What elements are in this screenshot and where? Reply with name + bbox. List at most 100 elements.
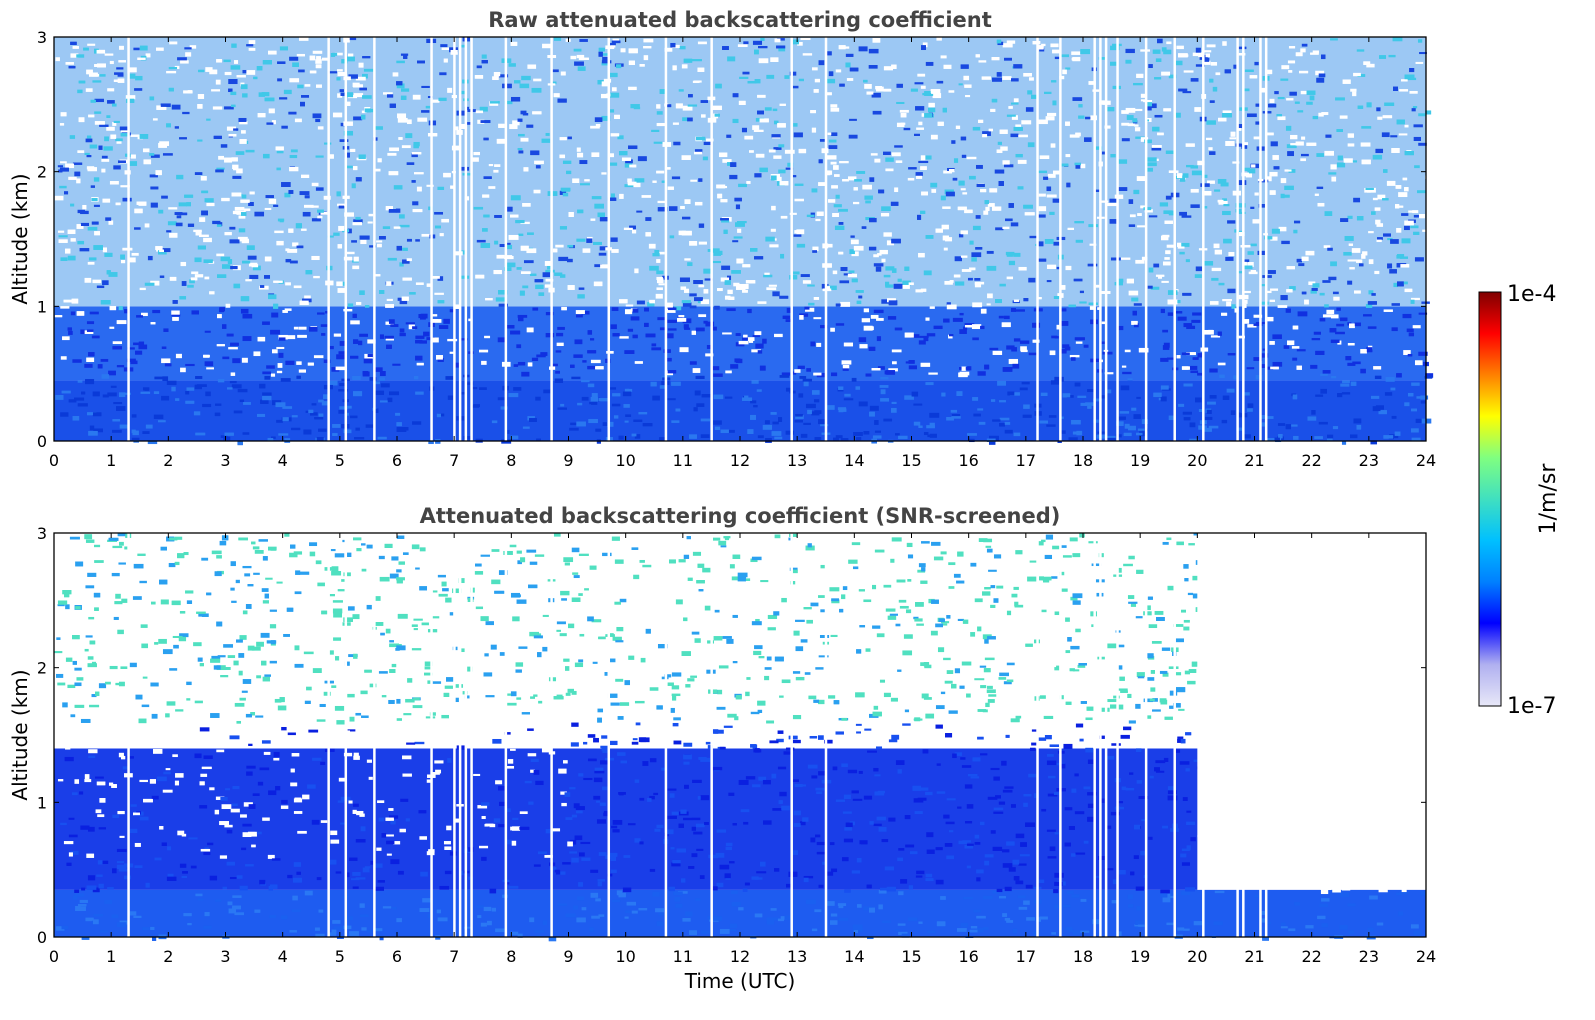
heatmap-cell	[978, 119, 984, 123]
heatmap-cell	[1395, 204, 1400, 209]
heatmap-cell	[867, 750, 877, 753]
heatmap-cell	[1046, 280, 1052, 283]
heatmap-cell	[119, 424, 129, 429]
heatmap-cell	[313, 355, 324, 359]
heatmap-cell	[86, 135, 92, 139]
heatmap-cell	[311, 205, 319, 208]
heatmap-cell	[914, 133, 920, 136]
heatmap-cell	[374, 126, 383, 130]
heatmap-cell	[1185, 259, 1190, 263]
heatmap-cell	[927, 107, 936, 113]
x-tick-label: 0	[49, 451, 59, 470]
heatmap-cell	[1099, 200, 1109, 203]
heatmap-cell	[439, 233, 444, 237]
heatmap-cell	[902, 723, 911, 726]
heatmap-cell	[191, 310, 199, 315]
heatmap-cell	[554, 378, 564, 383]
heatmap-cell	[337, 203, 346, 207]
x-tick-label: 13	[787, 451, 807, 470]
heatmap-cell	[647, 302, 655, 307]
heatmap-cell	[337, 71, 345, 77]
heatmap-cell	[958, 180, 965, 186]
x-tick-label: 2	[163, 451, 173, 470]
heatmap-cell	[315, 59, 322, 64]
heatmap-cell	[559, 226, 568, 230]
heatmap-cell	[842, 178, 849, 182]
heatmap-cell	[767, 627, 776, 631]
heatmap-cell	[581, 380, 590, 383]
heatmap-cell	[194, 274, 204, 278]
heatmap-cell	[232, 175, 242, 179]
heatmap-cell	[1255, 121, 1261, 125]
heatmap-cell	[1411, 437, 1421, 441]
heatmap-cell	[982, 131, 991, 136]
heatmap-cell	[624, 420, 629, 423]
heatmap-cell	[315, 155, 324, 158]
heatmap-cell	[725, 370, 732, 374]
heatmap-cell	[264, 207, 272, 211]
heatmap-cell	[1134, 127, 1141, 132]
heatmap-cell	[232, 164, 239, 170]
heatmap-cell	[656, 122, 665, 127]
heatmap-cell	[273, 303, 279, 309]
heatmap-cell	[818, 60, 825, 66]
heatmap-cell	[1157, 38, 1163, 44]
heatmap-cell	[992, 419, 1001, 422]
heatmap-cell	[812, 250, 818, 253]
heatmap-cell	[1037, 45, 1044, 50]
heatmap-cell	[703, 268, 711, 274]
heatmap-cell	[747, 429, 754, 435]
heatmap-cell	[948, 334, 953, 339]
heatmap-cell	[1202, 191, 1212, 196]
heatmap-cell	[323, 359, 331, 364]
heatmap-cell	[579, 160, 588, 165]
heatmap-cell	[368, 213, 374, 217]
heatmap-cell	[241, 212, 247, 216]
heatmap-cell	[771, 431, 782, 436]
heatmap-cell	[952, 177, 958, 181]
data-gap	[1059, 37, 1062, 441]
heatmap-cell	[942, 206, 951, 209]
heatmap-cell	[376, 240, 383, 243]
heatmap-cell	[1390, 387, 1396, 391]
heatmap-cell	[379, 400, 388, 403]
heatmap-cell	[1209, 395, 1217, 399]
heatmap-cell	[1038, 258, 1047, 262]
heatmap-cell	[1401, 238, 1411, 244]
heatmap-cell	[813, 399, 820, 403]
heatmap-cell	[77, 380, 83, 383]
heatmap-cell	[87, 261, 95, 265]
heatmap-cell	[223, 436, 231, 441]
heatmap-cell	[1376, 223, 1384, 227]
heatmap-cell	[303, 429, 312, 435]
heatmap-cell	[1310, 364, 1318, 369]
heatmap-cell	[966, 156, 977, 160]
y-tick-label: 0	[37, 432, 47, 451]
heatmap-cell	[702, 300, 709, 304]
heatmap-cell	[918, 425, 923, 428]
heatmap-cell	[282, 406, 293, 409]
heatmap-cell	[120, 185, 130, 188]
heatmap-cell	[203, 354, 210, 358]
heatmap-cell	[336, 354, 346, 360]
heatmap-cell	[505, 325, 515, 329]
heatmap-cell	[409, 292, 416, 295]
x-tick-label: 11	[673, 451, 693, 470]
heatmap-cell	[1190, 165, 1199, 169]
heatmap-cell	[1402, 177, 1408, 181]
heatmap-cell	[1133, 323, 1139, 328]
heatmap-cell	[296, 361, 302, 365]
heatmap-cell	[240, 296, 250, 302]
heatmap-cell	[1069, 354, 1080, 358]
heatmap-cell	[296, 375, 301, 379]
heatmap-cell	[717, 250, 723, 255]
heatmap-cell	[1409, 68, 1415, 73]
heatmap-cell	[1236, 126, 1242, 131]
heatmap-cell	[1253, 136, 1261, 140]
heatmap-cell	[712, 260, 721, 264]
heatmap-cell	[653, 141, 663, 144]
heatmap-cell	[1352, 91, 1357, 97]
heatmap-cell	[94, 48, 99, 54]
heatmap-cell	[663, 349, 671, 353]
heatmap-cell	[144, 387, 149, 391]
